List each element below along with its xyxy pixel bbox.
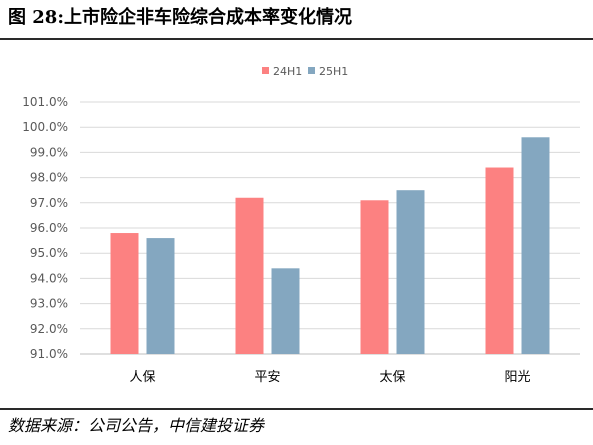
x-axis-labels: 人保 平安 太保 阳光: [129, 370, 530, 385]
legend-label: 24H1: [273, 65, 302, 78]
y-axis-labels: 91.0% 92.0% 93.0% 94.0% 95.0% 96.0% 97.0% 98.0%…: [22, 95, 68, 361]
y-tick-label: 101.0%: [22, 95, 68, 109]
x-category-label: 人保: [129, 370, 155, 385]
y-tick-label: 98.0%: [30, 171, 68, 185]
x-category-label: 平安: [254, 370, 280, 385]
legend-swatch: [262, 67, 269, 74]
x-category-label: 阳光: [504, 370, 530, 385]
bar-25h1-0: [146, 238, 175, 354]
y-tick-label: 91.0%: [30, 347, 68, 361]
y-tick-label: 96.0%: [30, 221, 68, 235]
y-tick-label: 94.0%: [30, 271, 68, 285]
bar-chart: 24H1 25H1 91.0%92.0%93.0%94.0%95.0%96.0%9…: [22, 65, 580, 385]
bar-25h1-3: [521, 137, 550, 354]
y-tick-label: 99.0%: [30, 145, 68, 159]
bar-25h1-1: [271, 268, 300, 354]
y-tick-label: 92.0%: [30, 322, 68, 336]
bar-25h1-2: [396, 190, 425, 354]
y-tick-label: 97.0%: [30, 196, 68, 210]
bar-24h1-3: [485, 167, 514, 354]
top-divider: [0, 38, 593, 40]
bottom-divider: [0, 408, 593, 410]
bar-24h1-0: [110, 233, 139, 354]
y-tick-label: 93.0%: [30, 297, 68, 311]
bar-24h1-2: [360, 200, 389, 354]
legend-swatch: [308, 67, 315, 74]
chart-legend: 24H1 25H1: [262, 65, 348, 78]
figure-title: 图 28:上市险企非车险综合成本率变化情况: [8, 7, 352, 28]
chart-bars: [110, 137, 550, 354]
y-tick-label: 95.0%: [30, 246, 68, 260]
x-category-label: 太保: [379, 370, 405, 385]
source-note: 数据来源：公司公告，中信建投证券: [8, 416, 265, 435]
legend-label: 25H1: [319, 65, 348, 78]
y-tick-label: 100.0%: [22, 120, 68, 134]
bar-24h1-1: [235, 197, 264, 354]
